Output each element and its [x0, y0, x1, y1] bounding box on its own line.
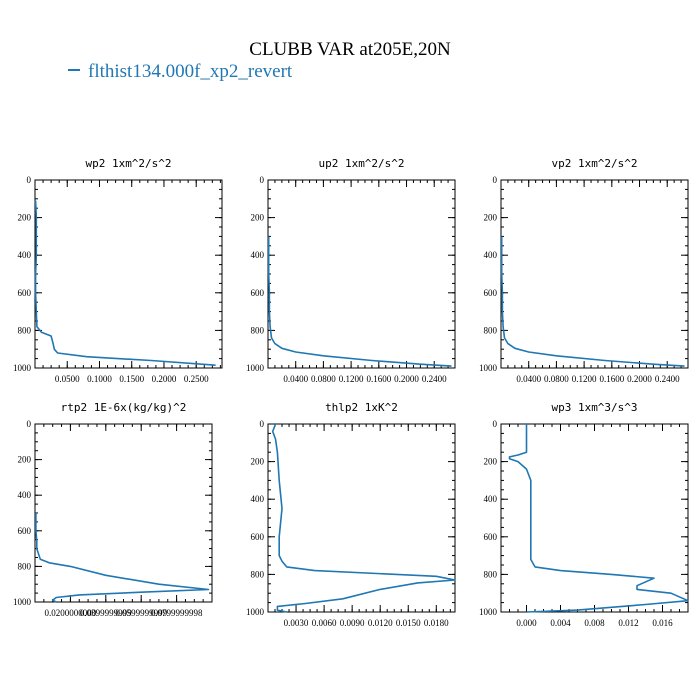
- panels: wp2 1xm^2/s^2 0 200 400 600 800 1000 0.0500 0.10…: [13, 157, 689, 628]
- series-line: [35, 513, 210, 603]
- x-tick-label: 0.0400: [283, 374, 308, 384]
- y-tick-label: 1000: [479, 607, 498, 617]
- x-tick-label: 0.1600: [366, 374, 391, 384]
- x-tick-label: 0.0400: [516, 374, 541, 384]
- panel-title: up2 1xm^2/s^2: [318, 157, 404, 170]
- series-line: [267, 236, 452, 367]
- y-tick-label: 200: [484, 213, 498, 223]
- x-tick-label: 0.1600: [599, 374, 624, 384]
- x-tick-label: 0.0180: [424, 618, 449, 628]
- y-tick-label: 600: [18, 288, 32, 298]
- x-tick-label: 0.0500: [55, 374, 80, 384]
- y-tick-label: 1000: [479, 363, 498, 373]
- y-tick-label: 800: [251, 569, 265, 579]
- x-tick-label: 0.2400: [655, 374, 680, 384]
- y-tick-label: 800: [18, 325, 32, 335]
- y-tick-label: 0: [260, 175, 265, 185]
- y-tick-label: 800: [484, 325, 498, 335]
- y-tick-label: 0: [493, 175, 498, 185]
- y-tick-label: 1000: [13, 597, 32, 607]
- y-tick-label: 0: [260, 419, 265, 429]
- plot-frame: [34, 179, 223, 369]
- x-tick-label: 0.2400: [422, 374, 447, 384]
- x-tick-label: 0.1500: [119, 374, 144, 384]
- y-tick-label: 1000: [13, 363, 32, 373]
- x-tick-label: 0.0090: [340, 618, 365, 628]
- x-tick-label: 0.0200000000: [45, 608, 97, 618]
- plot-frame: [34, 423, 213, 603]
- y-tick-label: 1000: [246, 607, 265, 617]
- x-tick-label: 0.1200: [339, 374, 364, 384]
- x-tick-label: 0.2000: [627, 374, 652, 384]
- panel-title: rtp2 1E-6x(kg/kg)^2: [61, 401, 187, 414]
- x-tick-label: 0.0030: [284, 618, 309, 628]
- x-tick-label: 0.0800: [544, 374, 569, 384]
- panel-6: wp3 1xm^3/s^3 0 200 400 600 800 1000 0.000 0.004…: [479, 401, 689, 628]
- plot-frame: [500, 423, 689, 613]
- figure-title: CLUBB VAR at205E,20N: [249, 39, 451, 60]
- y-tick-label: 200: [484, 457, 498, 467]
- panel-title: thlp2 1xK^2: [325, 401, 398, 414]
- y-tick-label: 0: [27, 175, 32, 185]
- x-tick-label: 0.004: [550, 618, 571, 628]
- y-tick-label: 400: [18, 490, 32, 500]
- y-tick-label: 200: [18, 213, 32, 223]
- panel-title: vp2 1xm^2/s^2: [551, 157, 637, 170]
- y-tick-label: 400: [18, 250, 32, 260]
- plot-frame: [500, 179, 689, 369]
- y-tick-label: 200: [18, 455, 32, 465]
- x-tick-label: 0.0120: [368, 618, 393, 628]
- y-tick-label: 200: [251, 213, 265, 223]
- y-tick-label: 0: [493, 419, 498, 429]
- series-line: [271, 423, 456, 613]
- x-tick-label: 0.008: [584, 618, 605, 628]
- panel-4: rtp2 1E-6x(kg/kg)^2 0 200 400 600 800 1000 0.02…: [13, 401, 213, 618]
- y-tick-label: 400: [484, 250, 498, 260]
- y-tick-label: 800: [18, 561, 32, 571]
- x-tick-label: 0.0150: [396, 618, 421, 628]
- x-tick-label: 0.012: [618, 618, 638, 628]
- x-tick-label: 0.2000: [152, 374, 177, 384]
- panel-title: wp3 1xm^3/s^3: [551, 401, 637, 414]
- y-tick-label: 600: [18, 526, 32, 536]
- y-tick-label: 600: [251, 288, 265, 298]
- legend-label: flthist134.000f_xp2_revert: [88, 61, 293, 82]
- plot-frame: [267, 423, 456, 613]
- x-tick-label: 0.0800: [311, 374, 336, 384]
- panel-3: vp2 1xm^2/s^2 0 200 400 600 800 1000 0.0400 0.08…: [479, 157, 689, 384]
- y-tick-label: 0: [27, 419, 32, 429]
- series-line: [500, 236, 685, 367]
- y-tick-label: 600: [484, 288, 498, 298]
- y-tick-label: 800: [251, 325, 265, 335]
- x-tick-label: 0.000: [516, 618, 537, 628]
- panel-1: wp2 1xm^2/s^2 0 200 400 600 800 1000 0.0500 0.10…: [13, 157, 223, 384]
- x-tick-label: 0.1200: [572, 374, 597, 384]
- panel-2: up2 1xm^2/s^2 0 200 400 600 800 1000 0.0400 0.08…: [246, 157, 456, 384]
- x-tick-label: 0.016: [652, 618, 673, 628]
- plot-frame: [267, 179, 456, 369]
- series-line: [34, 200, 216, 366]
- x-tick-label: 0.2000: [394, 374, 419, 384]
- y-tick-label: 600: [251, 532, 265, 542]
- legend: flthist134.000f_xp2_revert: [68, 61, 293, 82]
- panel-5: thlp2 1xK^2 0 200 400 600 800 1000 0.0030 0.0060…: [246, 401, 456, 628]
- y-tick-label: 400: [251, 250, 265, 260]
- y-tick-label: 400: [251, 494, 265, 504]
- x-tick-label: 0.0060: [312, 618, 337, 628]
- x-tick-label: 0.0799999998: [151, 608, 203, 618]
- series-line: [508, 424, 689, 613]
- y-tick-label: 400: [484, 494, 498, 504]
- y-tick-label: 200: [251, 457, 265, 467]
- x-tick-label: 0.2500: [184, 374, 209, 384]
- x-tick-label: 0.1000: [87, 374, 112, 384]
- y-tick-label: 1000: [246, 363, 265, 373]
- panel-title: wp2 1xm^2/s^2: [85, 157, 171, 170]
- x-tick-label: 0.0599999999: [115, 608, 167, 618]
- y-tick-label: 800: [484, 569, 498, 579]
- y-tick-label: 600: [484, 532, 498, 542]
- x-tick-label: 0.0399999999: [80, 608, 132, 618]
